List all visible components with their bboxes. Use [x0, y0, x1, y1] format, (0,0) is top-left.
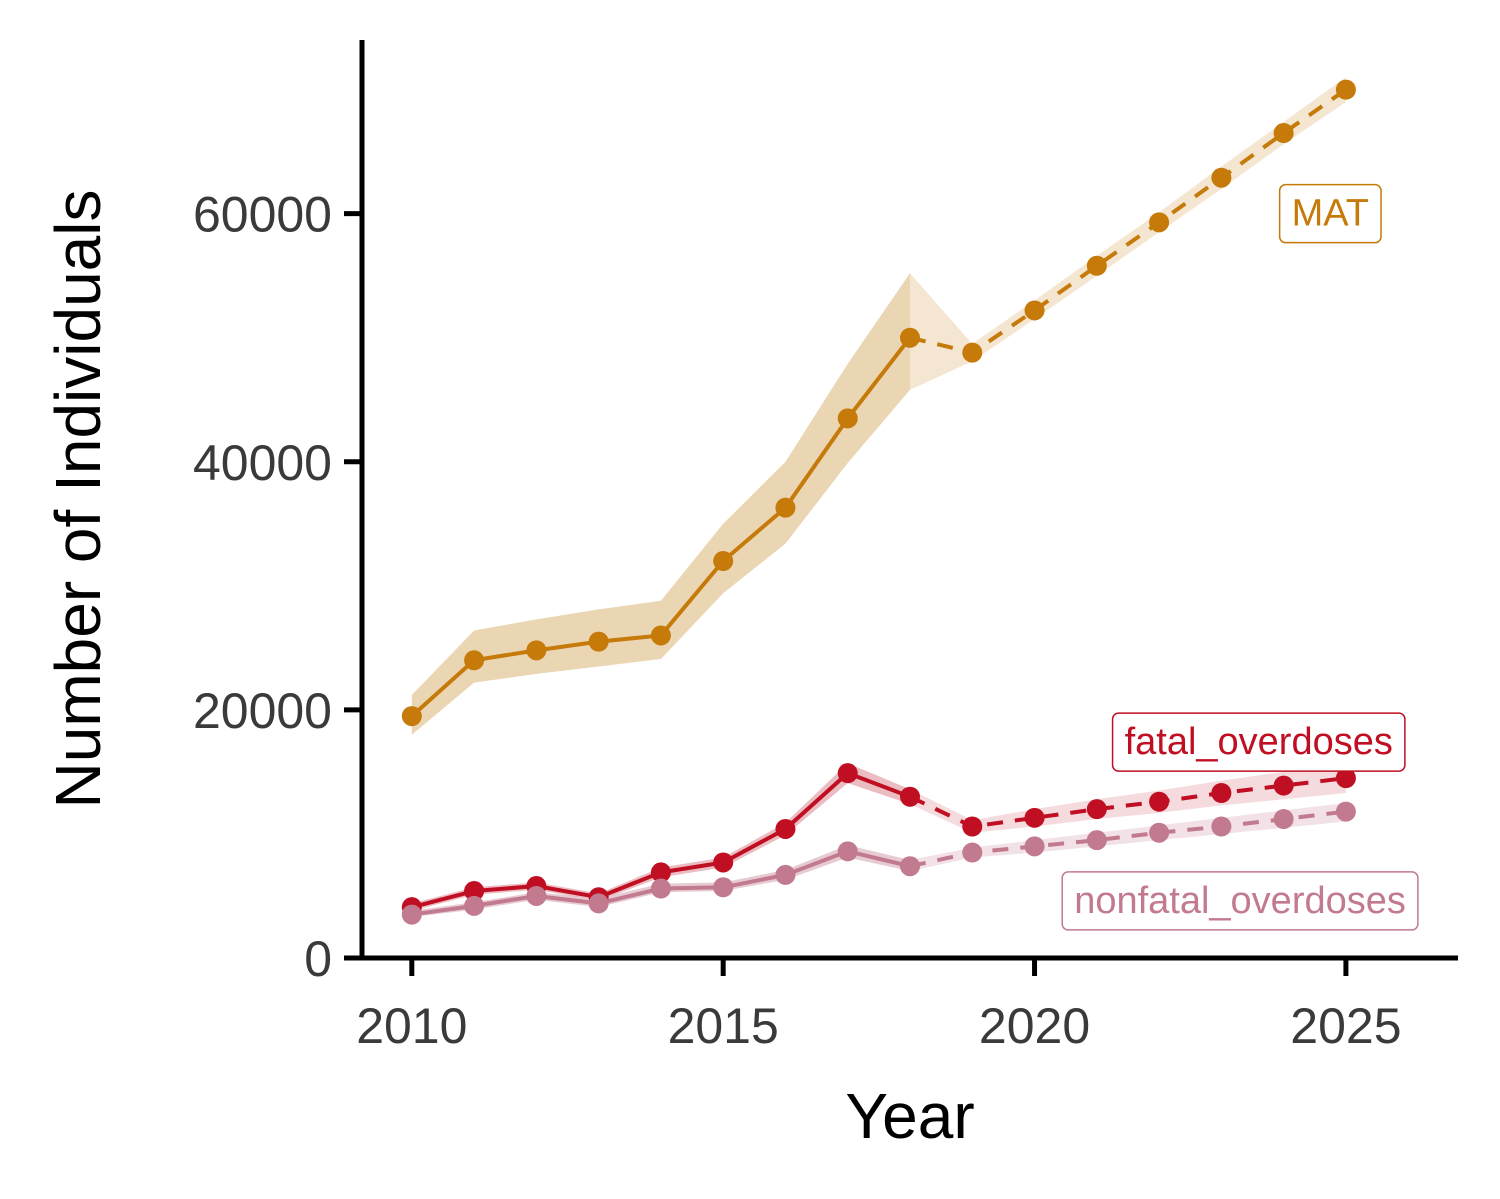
data-point — [401, 904, 422, 925]
data-point — [837, 841, 858, 862]
data-point — [775, 497, 796, 518]
data-point — [1335, 768, 1356, 789]
forecast-line — [909, 809, 1347, 869]
y-tick-label: 60000 — [193, 187, 332, 243]
data-point — [588, 893, 609, 914]
series-points — [401, 79, 1356, 925]
data-point — [588, 631, 609, 652]
data-point — [962, 842, 983, 863]
x-tick-label: 2015 — [668, 998, 779, 1054]
forecast-band — [910, 763, 1346, 833]
axes — [359, 40, 1458, 961]
confidence-bands — [411, 77, 1346, 918]
y-axis-title: Number of Individuals — [42, 190, 114, 809]
y-tick-label: 20000 — [193, 683, 332, 739]
data-point — [1086, 255, 1107, 276]
y-tick-label: 0 — [304, 931, 332, 987]
series-label-box — [1111, 712, 1406, 772]
data-point — [1149, 822, 1170, 843]
series-label-text: fatal_overdoses — [1125, 721, 1393, 763]
data-point — [526, 640, 547, 661]
series-label-text: MAT — [1292, 193, 1369, 235]
data-point — [1211, 816, 1232, 837]
data-point — [962, 816, 983, 837]
data-point — [775, 818, 796, 839]
data-point — [464, 895, 485, 916]
data-point — [713, 852, 734, 873]
series-label: nonfatal_overdoses — [1061, 871, 1419, 931]
data-point — [1211, 783, 1232, 804]
series-label-box — [1061, 871, 1419, 931]
forecast-band — [910, 77, 1346, 390]
data-point — [401, 706, 422, 727]
series-label: fatal_overdoses — [1111, 712, 1406, 772]
data-point — [464, 650, 485, 671]
data-point — [1273, 809, 1294, 830]
series-label-text: nonfatal_overdoses — [1074, 880, 1406, 922]
data-point — [1273, 123, 1294, 144]
data-point — [1024, 807, 1045, 828]
data-point — [713, 877, 734, 898]
confidence-band — [411, 273, 910, 735]
forecast-line — [909, 776, 1347, 829]
data-point — [900, 327, 920, 348]
series-label-box — [1278, 183, 1382, 244]
data-point — [650, 625, 671, 646]
data-point — [713, 551, 734, 572]
data-point — [1024, 300, 1045, 321]
data-point — [1335, 801, 1356, 822]
data-point — [650, 862, 671, 883]
series-labels: MAT fatal_overdoses nonfatal_overdoses — [1061, 183, 1419, 931]
data-point — [464, 881, 485, 902]
axis-ticks: 0 20000 40000 60000 2010 2015 2020 2025 — [193, 187, 1402, 1054]
data-point — [900, 786, 920, 807]
data-point — [962, 342, 983, 363]
data-point — [1273, 775, 1294, 796]
data-point — [1335, 79, 1356, 100]
data-point — [775, 864, 796, 885]
data-point — [837, 408, 858, 429]
data-point — [1024, 836, 1045, 857]
data-point — [900, 856, 920, 877]
data-point — [837, 763, 858, 784]
data-point — [1211, 167, 1232, 188]
data-point — [1149, 791, 1170, 812]
y-tick-label: 40000 — [193, 435, 332, 491]
data-point — [1086, 830, 1107, 851]
data-point — [650, 878, 671, 899]
x-axis-title: Year — [845, 1080, 974, 1152]
x-tick-label: 2025 — [1290, 998, 1401, 1054]
data-point — [1149, 212, 1170, 233]
forecast-band — [910, 802, 1346, 872]
series-label: MAT — [1278, 183, 1382, 244]
x-tick-label: 2010 — [356, 998, 467, 1054]
data-point — [1086, 799, 1107, 820]
forecast-line — [909, 87, 1348, 355]
data-point — [526, 885, 547, 906]
x-tick-label: 2020 — [979, 998, 1090, 1054]
